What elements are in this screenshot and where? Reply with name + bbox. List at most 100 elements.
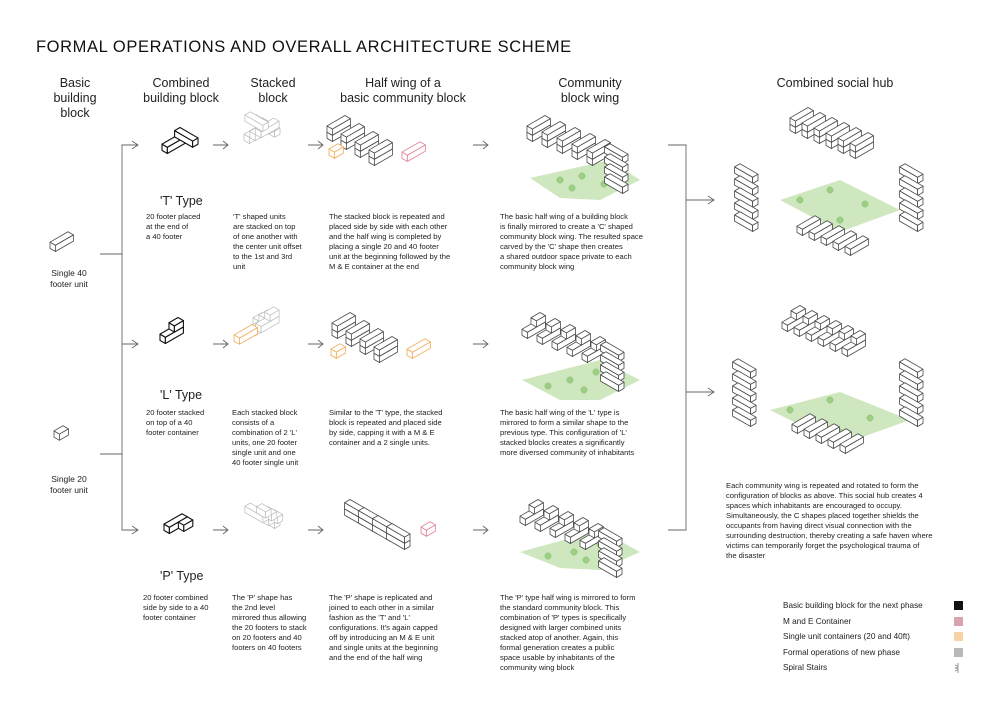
desc-p-stacked: The 'P' shape has the 2nd level mirrored…	[232, 593, 307, 652]
desc-l-community: The basic half wing of the 'L' type is m…	[500, 408, 635, 457]
tree	[544, 552, 552, 560]
arrow-right	[213, 339, 229, 349]
half-wing-p	[344, 499, 411, 550]
tree	[544, 382, 552, 390]
tree	[796, 196, 804, 204]
type-l: 'L' Type	[160, 388, 203, 402]
legend-item-single-units: Single unit containers (20 and 40ft)	[783, 629, 963, 645]
half-wing-t	[326, 115, 393, 166]
branch-line-top	[100, 144, 138, 255]
legend-item-spiral-stairs: Spiral Stairs	[783, 660, 963, 676]
stacked-l-single	[233, 324, 258, 345]
desc-l-stacked: Each stacked block consists of a combina…	[232, 408, 299, 467]
half-wing-l	[331, 312, 398, 363]
header-basic: Basic building block	[53, 76, 97, 120]
type-t: 'T' Type	[160, 194, 203, 208]
social-hub-top	[734, 107, 924, 256]
half-wing-t-single	[328, 143, 344, 159]
half-wing-t-me-unit	[401, 141, 426, 162]
legend-label: M and E Container	[783, 616, 852, 626]
label-single-40: Single 40 footer unit	[50, 268, 88, 289]
stacked-p-block	[244, 502, 284, 529]
legend-label: Single unit containers (20 and 40ft)	[783, 632, 910, 642]
social-hub-bottom	[732, 305, 924, 454]
header-community: Community block wing	[558, 76, 622, 105]
desc-t-community: The basic half wing of a building block …	[500, 212, 643, 271]
label-single-20: Single 20 footer unit	[50, 474, 88, 495]
community-wing-l	[521, 312, 625, 392]
legend-swatch	[954, 601, 963, 611]
tree	[568, 184, 576, 192]
community-wing-t	[526, 115, 629, 194]
legend-swatch	[954, 616, 963, 626]
legend-item-basic-block: Basic building block for the next phase	[783, 598, 963, 614]
desc-t-half: The stacked block is repeated and placed…	[329, 212, 451, 271]
desc-p-half: The 'P' shape is replicated and joined t…	[329, 593, 438, 662]
arrow-right	[213, 525, 229, 535]
combined-p-shape	[163, 513, 194, 535]
header-hub: Combined social hub	[776, 76, 894, 90]
arrow-head	[131, 140, 139, 150]
half-wing-l-me-unit	[406, 338, 431, 359]
spiral-stairs-icon	[954, 662, 959, 673]
legend-swatch	[954, 647, 963, 657]
arrow-right	[308, 525, 324, 535]
arrow-right	[308, 339, 324, 349]
branch-line-bottom	[100, 453, 138, 531]
tree	[836, 216, 844, 224]
arrow-head	[131, 339, 139, 349]
page-title: FORMAL OPERATIONS AND OVERALL ARCHITECTU…	[36, 38, 572, 56]
desc-l-combined: 20 footer stacked on top of a 40 footer …	[146, 408, 205, 437]
tree	[861, 200, 869, 208]
legend-item-formal-ops: Formal operations of new phase	[783, 645, 963, 661]
legend-label: Basic building block for the next phase	[783, 601, 923, 611]
legend: Basic building block for the next phase …	[783, 598, 963, 676]
header-half-wing: Half wing of a basic community block	[340, 76, 466, 105]
tree	[556, 176, 564, 184]
tree	[592, 368, 600, 376]
combined-l-shape	[159, 316, 184, 345]
arrow-to-hub-bottom	[686, 387, 715, 397]
half-wing-p-me-unit	[420, 521, 436, 537]
tree	[582, 556, 590, 564]
tree	[866, 414, 874, 422]
type-p: 'P' Type	[160, 569, 204, 583]
single-40-unit	[49, 231, 74, 252]
merge-bracket	[668, 144, 687, 531]
legend-label: Formal operations of new phase	[783, 647, 900, 657]
header-stacked: Stacked block	[250, 76, 296, 105]
hub-courtyard	[770, 392, 910, 445]
arrow-to-hub-top	[686, 195, 715, 205]
legend-item-me-container: M and E Container	[783, 614, 963, 630]
single-20-unit	[53, 425, 69, 441]
branch-line-mid-a	[100, 253, 138, 345]
tree	[826, 186, 834, 194]
tree	[578, 172, 586, 180]
desc-l-half: Similar to the 'T' type, the stacked blo…	[329, 408, 443, 447]
tree	[580, 386, 588, 394]
desc-hub: Each community wing is repeated and rota…	[726, 481, 933, 560]
stage-arrows	[213, 140, 489, 535]
combined-t-shape	[161, 126, 199, 155]
tree	[786, 406, 794, 414]
branch-line-mid-b	[100, 344, 123, 455]
arrow-right	[308, 140, 324, 150]
legend-swatch	[954, 632, 963, 642]
community-wing-p	[519, 499, 623, 578]
desc-t-stacked: 'T' shaped units are stacked on top of o…	[233, 212, 302, 271]
tree	[826, 396, 834, 404]
stacked-t-block	[243, 111, 281, 144]
arrow-right	[473, 339, 489, 349]
isometric-drawings	[49, 107, 924, 578]
half-wing-l-single	[330, 343, 346, 359]
legend-label: Spiral Stairs	[783, 663, 828, 673]
tree	[570, 548, 578, 556]
tree	[566, 376, 574, 384]
desc-p-combined: 20 footer combined side by side to a 40 …	[143, 593, 209, 622]
flow-lines	[100, 140, 715, 535]
desc-t-combined: 20 footer placed at the end of a 40 foot…	[146, 212, 201, 241]
arrow-head	[131, 525, 139, 535]
arrow-right	[473, 140, 489, 150]
hub-courtyard	[780, 180, 900, 232]
